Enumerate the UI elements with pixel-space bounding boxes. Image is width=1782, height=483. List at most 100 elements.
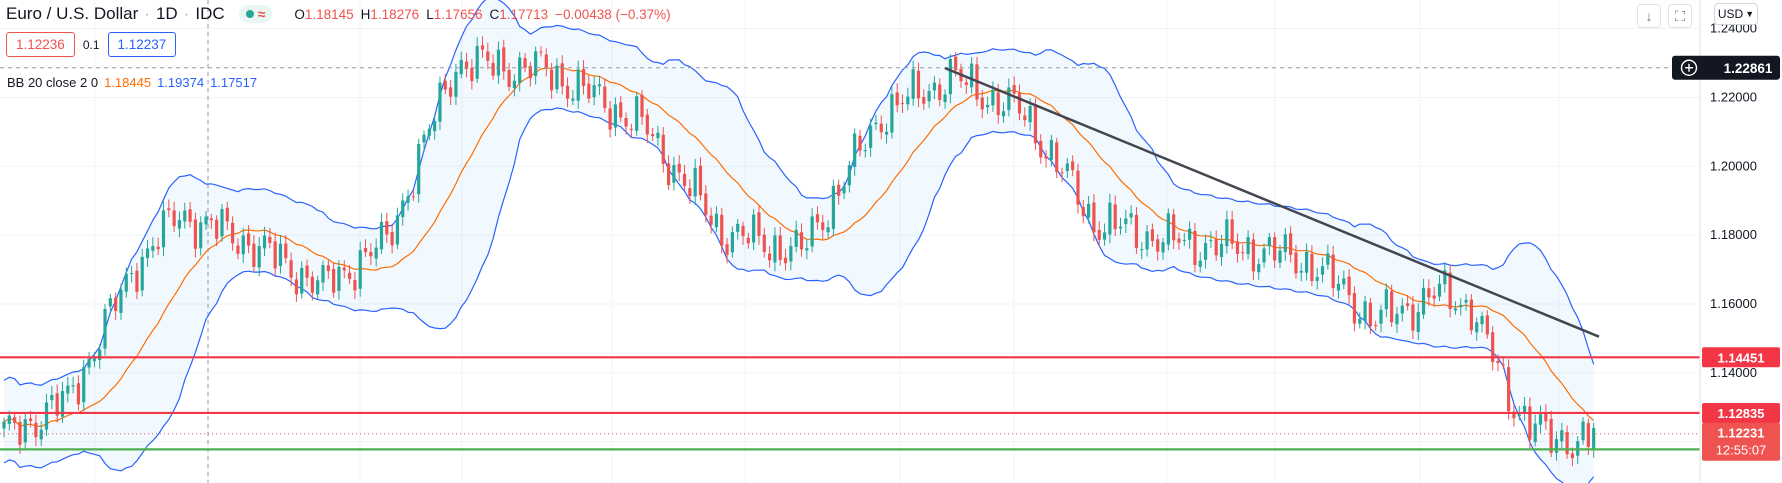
candle-body <box>916 70 921 99</box>
candle-body <box>1012 85 1016 94</box>
close-value: 1.17713 <box>499 6 549 22</box>
candle-body <box>1496 360 1500 364</box>
candle-body <box>1517 414 1521 417</box>
candle-body <box>28 418 33 422</box>
candle-body <box>858 135 862 151</box>
candle-body <box>1172 214 1176 241</box>
candle-body <box>98 349 102 360</box>
resistance-tag <box>1702 347 1780 368</box>
candle-body <box>1055 142 1059 172</box>
candle-body <box>1251 239 1256 272</box>
candle-body <box>666 163 671 186</box>
candle-body <box>1267 237 1271 247</box>
candle-body <box>736 223 740 232</box>
candle-body <box>124 273 128 292</box>
symbol-name[interactable]: Euro / U.S. Dollar <box>6 4 139 23</box>
candle-body <box>39 429 43 440</box>
candle-body <box>231 222 235 244</box>
candle-body <box>167 208 171 211</box>
candle-body <box>1071 161 1075 171</box>
candle-body <box>480 45 485 50</box>
candle-body <box>954 56 958 71</box>
indicator-upper-value: 1.19374 <box>157 75 205 90</box>
candle-body <box>225 207 229 222</box>
fullscreen-icon[interactable]: ⛶ <box>1668 4 1692 28</box>
candle-body <box>688 188 692 197</box>
candle-body <box>119 289 123 313</box>
candle-body <box>1469 299 1473 331</box>
candle-body <box>385 221 389 235</box>
interval-label[interactable]: 1D <box>155 4 178 23</box>
candle-body <box>698 165 703 196</box>
candle-body <box>1092 202 1096 233</box>
candle-body <box>581 69 586 87</box>
currency-select[interactable]: USD ▼ <box>1714 3 1758 25</box>
candle-body <box>332 268 336 293</box>
candle-body <box>1400 305 1404 314</box>
candle-body <box>1065 163 1069 172</box>
candle-body <box>486 51 490 61</box>
candle-body <box>704 193 708 215</box>
candle-body <box>1262 248 1266 263</box>
candle-body <box>677 163 681 173</box>
candle-body <box>401 200 405 218</box>
candle-body <box>874 122 878 125</box>
candle-body <box>433 120 437 132</box>
candle-body <box>746 237 750 244</box>
candle-body <box>1592 428 1596 450</box>
candle-body <box>310 276 314 293</box>
candle-body <box>645 114 649 135</box>
candle-body <box>507 69 511 87</box>
candle-body <box>741 225 745 237</box>
candle-body <box>374 247 378 259</box>
candle-body <box>922 97 926 104</box>
indicator-legend[interactable]: BB 20 close 2 0 1.18445 1.19374 1.17517 <box>7 75 257 90</box>
candle-body <box>1230 219 1234 244</box>
last-price-label: 1.12231 <box>1718 426 1765 441</box>
candle-body <box>1241 252 1245 254</box>
candle-body <box>1384 289 1388 310</box>
candle-body <box>1512 411 1516 419</box>
open-value: 1.18145 <box>304 6 354 22</box>
close-key: C <box>489 6 500 22</box>
candle-body <box>1336 283 1341 291</box>
candle-body <box>890 94 894 133</box>
candle-body <box>900 103 905 105</box>
candle-body <box>842 186 846 194</box>
candle-body <box>1033 105 1038 144</box>
candle-body <box>422 134 426 143</box>
candle-body <box>571 98 575 101</box>
candle-body <box>1507 367 1511 412</box>
candle-body <box>799 232 804 250</box>
candle-body <box>991 90 995 106</box>
candle-body <box>114 297 118 312</box>
candle-body <box>199 222 203 249</box>
candle-body <box>1485 315 1489 335</box>
candle-body <box>656 132 660 139</box>
candle-body <box>130 273 134 275</box>
candle-body <box>1581 421 1585 441</box>
sell-button[interactable]: 1.12236 <box>6 32 75 57</box>
candle-body <box>1283 234 1287 253</box>
download-arrow-icon[interactable]: ↓ <box>1637 4 1661 28</box>
candle-body <box>236 245 240 254</box>
candle-body <box>725 244 729 255</box>
candle-body <box>805 248 809 251</box>
candle-body <box>417 144 421 195</box>
buy-button[interactable]: 1.12237 <box>107 32 177 57</box>
candle-body <box>1294 252 1298 274</box>
candle-body <box>837 184 841 196</box>
candle-body <box>624 117 628 127</box>
high-value: 1.18276 <box>370 6 420 22</box>
candle-body <box>534 51 538 77</box>
candle-body <box>932 82 937 91</box>
candle-body <box>1044 156 1048 159</box>
market-status-badge[interactable]: ≈ <box>238 5 273 23</box>
candle-body <box>1374 324 1378 327</box>
candle-body <box>1331 254 1335 289</box>
low-key: L <box>426 6 434 22</box>
candle-body <box>528 66 532 79</box>
candle-body <box>629 128 633 130</box>
candle-body <box>379 222 384 250</box>
